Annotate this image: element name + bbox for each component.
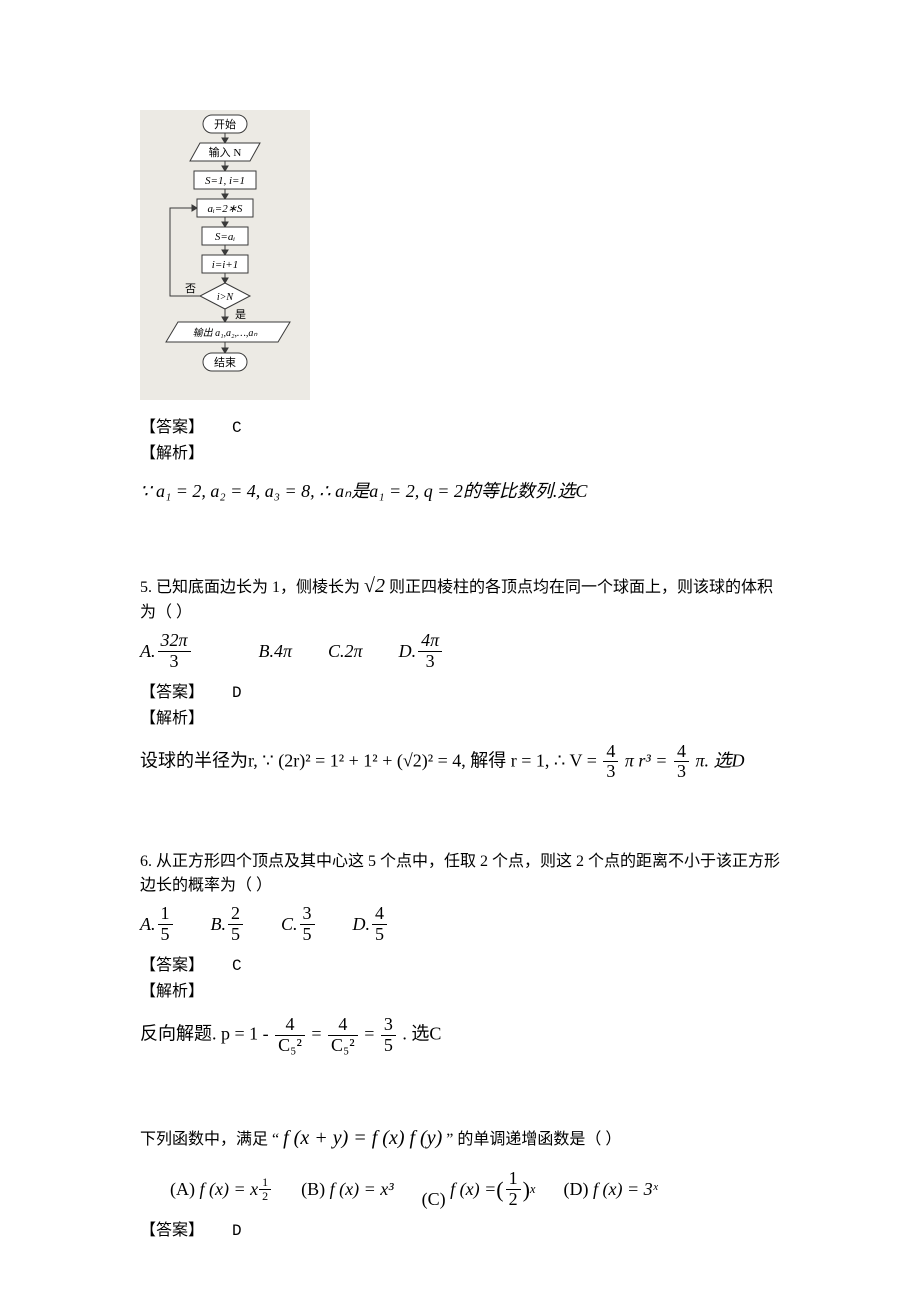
q5-opt-a: A. 32π3 [140, 631, 193, 672]
q6-deriv: 反向解题. p = 1 - 4C₅² = 4C₅² = 35 . 选C [140, 1015, 790, 1056]
fc-out: 输出 a₁,a₂,…,aₙ [193, 327, 259, 339]
q7-stem: 下列函数中，满足 “ f (x + y) = f (x) f (y) ” 的单调… [140, 1123, 790, 1153]
q6-opt-c: C. 35 [281, 904, 317, 945]
q6-opt-d: D. 45 [353, 904, 390, 945]
fc-no: 否 [185, 283, 196, 295]
q7-opt-a: (A) f (x) = x 12 [170, 1176, 273, 1203]
q6-answer: 【答案】 C [140, 951, 790, 975]
q5-analysis-label: 【解析】 [140, 704, 790, 728]
q4-answer-label: 【答案】 [140, 419, 204, 436]
q6-stem: 6. 从正方形四个顶点及其中心这 5 个点中，任取 2 个点，则这 2 个点的距… [140, 850, 790, 898]
q4-deriv: ∵ a₁ = 2, a₂ = 4, a₃ = 8, ∴ aₙ是a₁ = 2, q… [140, 477, 790, 503]
q4-answer-letter: C [232, 419, 246, 437]
q5-stem: 5. 已知底面边长为 1，侧棱长为 √2 则正四棱柱的各顶点均在同一个球面上，则… [140, 571, 790, 625]
flowchart-figure: 开始 输入 N S=1, i=1 aᵢ=2∗S S=aᵢ i=i+1 i>N 否… [140, 110, 790, 405]
q7-answer: 【答案】 D [140, 1216, 790, 1240]
q5-stem-c: 为（ ） [140, 604, 192, 621]
fc-start: 开始 [214, 117, 236, 131]
q5-opt-b: B.4π [259, 641, 293, 662]
q5-number: 5. [140, 579, 152, 596]
q4-analysis-label: 【解析】 [140, 439, 790, 463]
q7-opt-c: (C) f (x) = ( 12 ) x [422, 1169, 536, 1210]
q7-opt-d: (D) f (x) = 3ˣ [564, 1179, 658, 1200]
q6-opt-b: B. 25 [211, 904, 246, 945]
fc-input: 输入 N [209, 145, 242, 159]
q5-opt-d: D. 4π3 [399, 631, 445, 672]
fc-end: 结束 [214, 356, 236, 369]
q6-analysis-label: 【解析】 [140, 977, 790, 1001]
q6-options: A. 15 B. 25 C. 35 D. 45 [140, 904, 790, 945]
fc-cond: i>N [217, 292, 235, 303]
q5-opt-c: C.2π [328, 641, 363, 662]
q7-options: (A) f (x) = x 12 (B) f (x) = x³ (C) f (x… [140, 1169, 790, 1210]
fc-a1: aᵢ=2∗S [208, 203, 243, 215]
flowchart-svg: 开始 输入 N S=1, i=1 aᵢ=2∗S S=aᵢ i=i+1 i>N 否… [140, 110, 310, 400]
q6-opt-a: A. 15 [140, 904, 175, 945]
q4-answer: 【答案】 C [140, 413, 790, 437]
q5-deriv: 设球的半径为r, ∵ (2r)² = 1² + 1² + (√2)² = 4, … [140, 742, 790, 783]
fc-init: S=1, i=1 [205, 175, 245, 187]
q5-stem-b: 则正四棱柱的各顶点均在同一个球面上，则该球的体积 [389, 579, 773, 596]
q5-answer: 【答案】 D [140, 678, 790, 702]
q7-opt-b: (B) f (x) = x³ [301, 1179, 394, 1200]
q5-options: A. 32π3 B.4π C.2π D. 4π3 [140, 631, 790, 672]
q5-stem-a: 已知底面边长为 1，侧棱长为 [156, 579, 360, 596]
fc-a2: S=aᵢ [215, 231, 235, 243]
fc-yes: 是 [235, 308, 246, 321]
q5-sqrt: √2 [364, 575, 385, 597]
fc-inc: i=i+1 [212, 259, 238, 271]
